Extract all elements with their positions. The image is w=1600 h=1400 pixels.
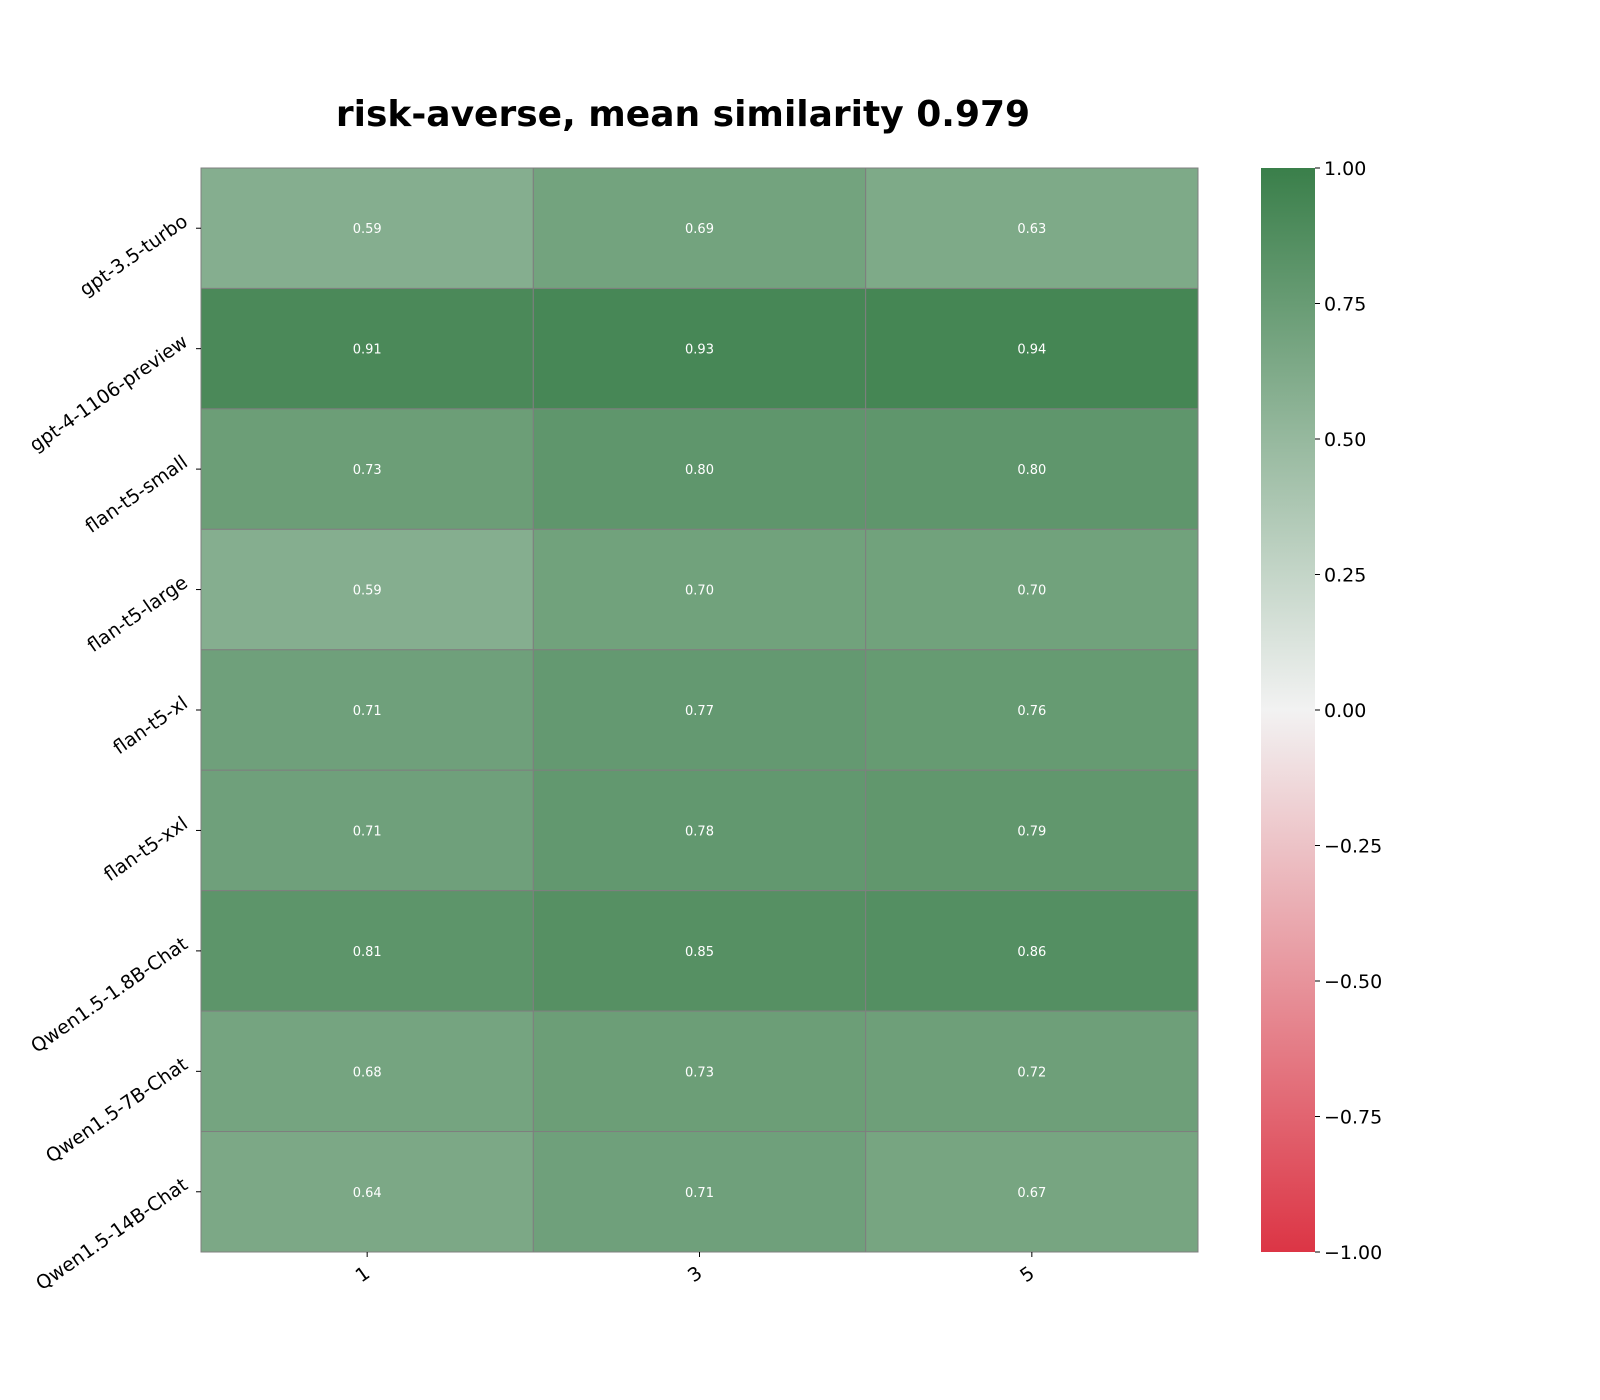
- colorbar-tick-label: 0.25: [1324, 565, 1366, 587]
- x-tick-label: 5: [1016, 1262, 1039, 1287]
- cell-value-label: 0.71: [685, 1186, 714, 1201]
- colorbar-tick-label: −0.25: [1324, 836, 1382, 858]
- cell-value-label: 0.59: [353, 584, 382, 599]
- cell-value-label: 0.72: [1017, 1065, 1046, 1080]
- colorbar-tick-label: 0.75: [1324, 294, 1366, 316]
- heatmap-cell: [865, 1131, 1199, 1253]
- y-tick-label: flan-t5-xl: [109, 692, 192, 759]
- heatmap-cell: [200, 528, 534, 651]
- y-tick-label: Qwen1.5-1.8B-Chat: [27, 933, 192, 1058]
- heatmap-cell: [200, 890, 534, 1012]
- cell-value-label: 0.77: [685, 704, 714, 719]
- cell-value-label: 0.80: [1017, 463, 1046, 478]
- heatmap-cell: [200, 287, 534, 410]
- cell-value-label: 0.73: [685, 1065, 714, 1080]
- cell-value-label: 0.73: [353, 463, 382, 478]
- colorbar-tick-label: −0.50: [1324, 971, 1382, 993]
- colorbar: [1261, 168, 1315, 1252]
- y-tick-label: flan-t5-xxl: [100, 813, 192, 886]
- cell-value-label: 0.59: [353, 222, 382, 237]
- heatmap-cell: [532, 167, 867, 289]
- cell-value-label: 0.70: [685, 584, 714, 599]
- cell-value-label: 0.81: [353, 945, 382, 960]
- colorbar-tick-label: 0.50: [1324, 429, 1366, 451]
- y-tick-label: Qwen1.5-14B-Chat: [32, 1174, 192, 1295]
- heatmap-cell: [865, 890, 1199, 1012]
- heatmap-cell: [865, 1010, 1199, 1133]
- heatmap-cell: [865, 769, 1199, 892]
- y-tick-label: flan-t5-large: [83, 572, 192, 657]
- cell-value-label: 0.63: [1017, 222, 1046, 237]
- cell-value-label: 0.85: [685, 945, 714, 960]
- heatmap-cell: [200, 408, 534, 530]
- cell-value-label: 0.64: [353, 1186, 382, 1201]
- heatmap-cell: [200, 1010, 534, 1133]
- heatmap-cell-labels: 0.59 0.69 0.63 0.91 0.93 0.94 0.73 0.80 0.80 0.59…: [353, 222, 1047, 1201]
- heatmap-cell: [865, 167, 1199, 289]
- cell-value-label: 0.68: [353, 1065, 382, 1080]
- cell-value-label: 0.70: [1017, 584, 1046, 599]
- colorbar-tick-label: 1.00: [1324, 158, 1366, 180]
- y-tick-label: Qwen1.5-7B-Chat: [42, 1053, 192, 1167]
- x-tick-label: 1: [352, 1262, 375, 1287]
- y-axis: gpt-3.5-turbo gpt-4-1106-previewflan-t5-s…: [26, 210, 201, 1295]
- cell-value-label: 0.71: [353, 824, 382, 839]
- cell-value-label: 0.80: [685, 463, 714, 478]
- heatmap-cell: [200, 167, 534, 289]
- heatmap-cell: [200, 1131, 534, 1253]
- x-axis: 1 3 5: [352, 1252, 1039, 1287]
- y-tick-label: gpt-3.5-turbo: [76, 210, 192, 301]
- heatmap-cells: [200, 167, 1199, 1253]
- colorbar-tick-label: 0.00: [1324, 700, 1366, 722]
- cell-value-label: 0.86: [1017, 945, 1046, 960]
- cell-value-label: 0.78: [685, 824, 714, 839]
- heatmap-cell: [532, 649, 867, 771]
- colorbar-axis: 1.00 0.75 0.50 0.25 0.00 −0.25 −0.50 −0.75 −1.00: [1315, 158, 1382, 1264]
- heatmap-cell: [532, 1010, 867, 1133]
- heatmap-cell: [532, 890, 867, 1012]
- cell-value-label: 0.76: [1017, 704, 1046, 719]
- cell-value-label: 0.94: [1017, 343, 1046, 358]
- heatmap-cell: [532, 1131, 867, 1253]
- heatmap-cell: [865, 287, 1199, 410]
- y-tick-label: gpt-4-1106-preview: [26, 331, 192, 457]
- colorbar-tick-label: −1.00: [1324, 1242, 1382, 1264]
- x-tick-label: 3: [684, 1262, 707, 1287]
- cell-value-label: 0.69: [685, 222, 714, 237]
- heatmap-cell: [532, 287, 867, 410]
- heatmap-cell: [532, 408, 867, 530]
- y-tick-label: flan-t5-small: [81, 451, 192, 538]
- heatmap-cell: [532, 769, 867, 892]
- heatmap-cell: [200, 649, 534, 771]
- heatmap-cell: [865, 649, 1199, 771]
- cell-value-label: 0.91: [353, 343, 382, 358]
- heatmap-cell: [865, 528, 1199, 651]
- chart-title: risk-averse, mean similarity 0.979: [336, 94, 1030, 135]
- colorbar-tick-label: −0.75: [1324, 1107, 1382, 1129]
- cell-value-label: 0.71: [353, 704, 382, 719]
- cell-value-label: 0.67: [1017, 1186, 1046, 1201]
- cell-value-label: 0.79: [1017, 824, 1046, 839]
- cell-value-label: 0.93: [685, 343, 714, 358]
